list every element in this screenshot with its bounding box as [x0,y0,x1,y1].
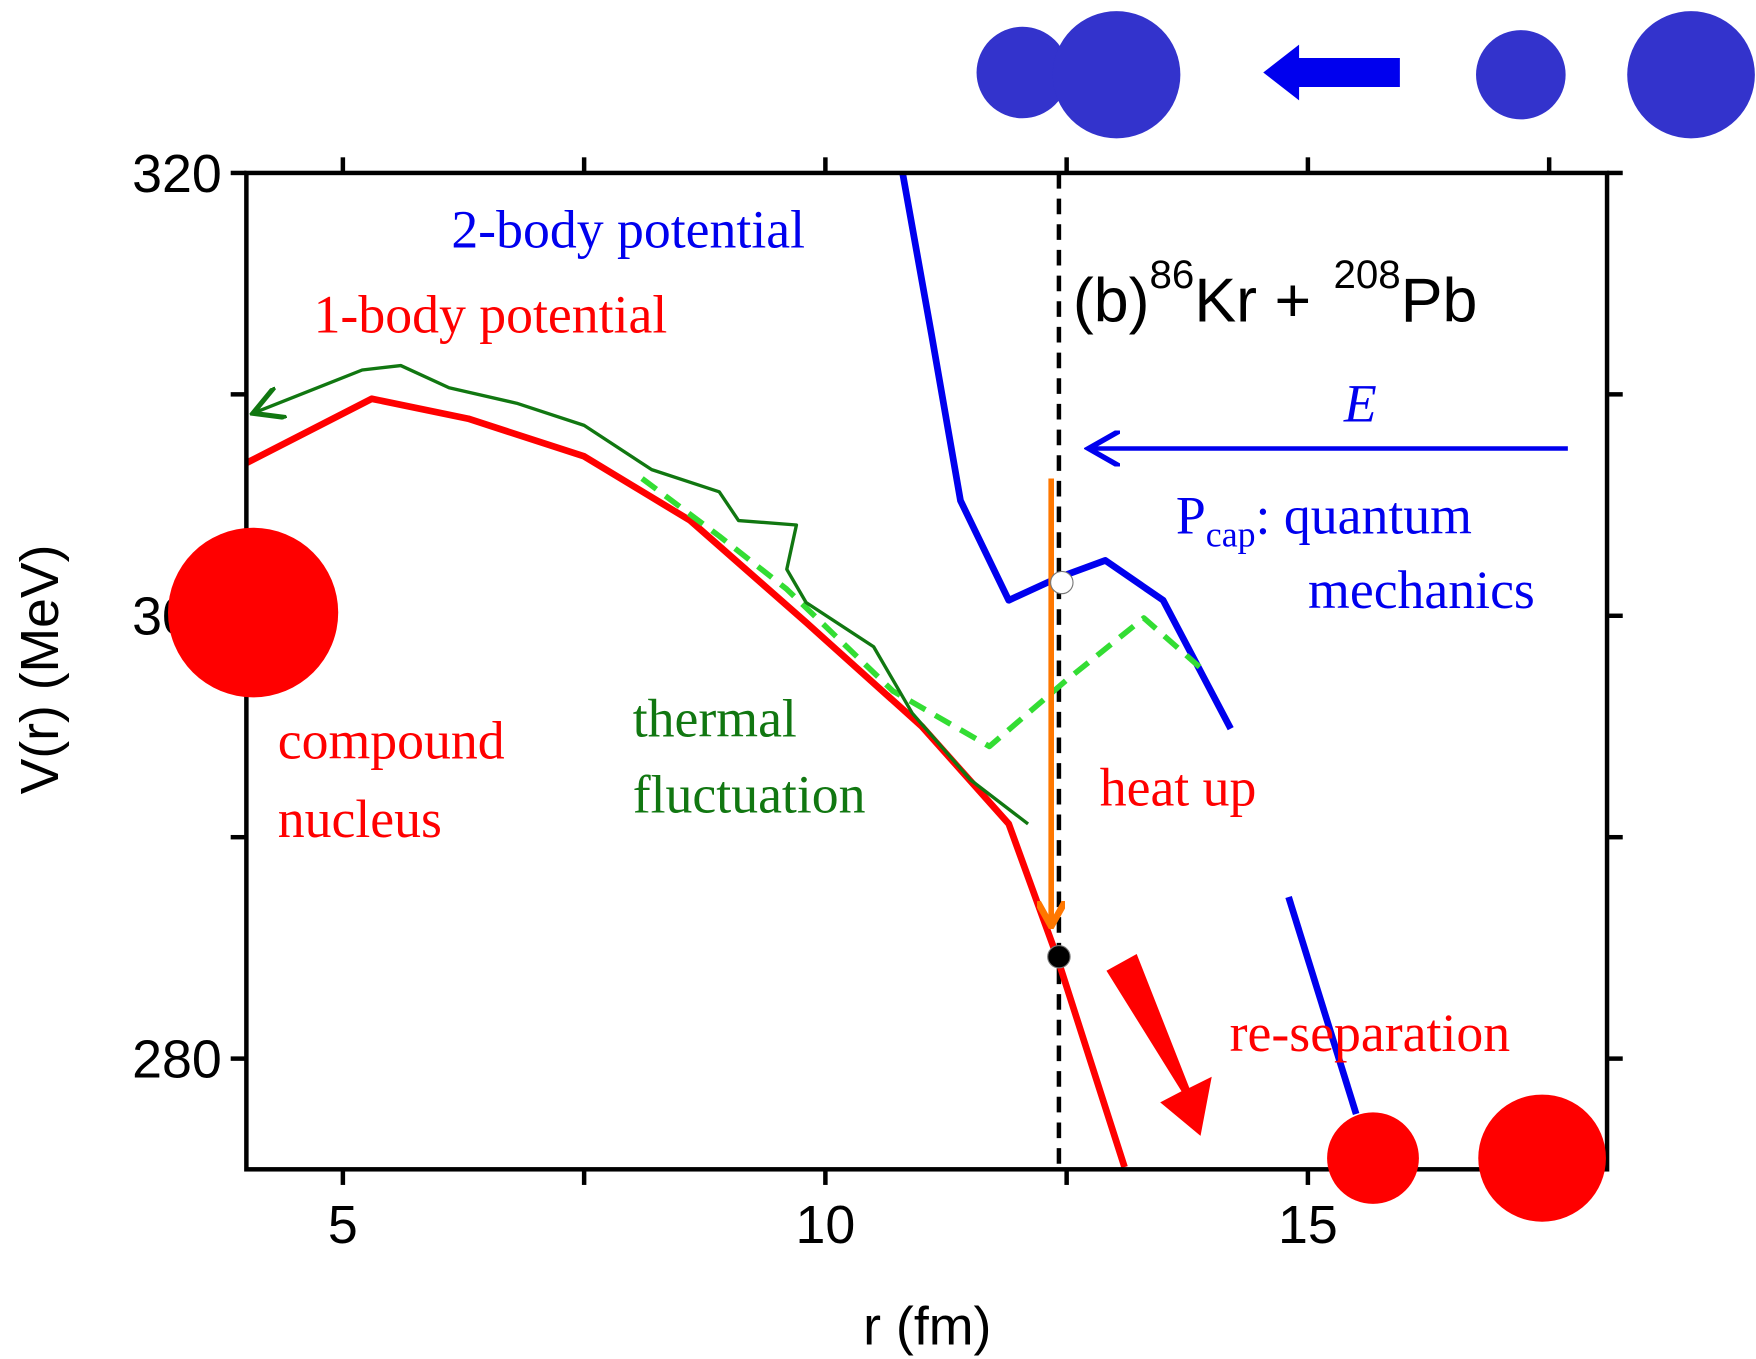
capture-label: Pcap: quantum [1176,485,1472,554]
nucleus-name: Kr + [1194,265,1311,335]
series-line [256,363,1030,826]
nucleus-icon [1627,11,1755,139]
nucleus-name: Pb [1401,265,1478,335]
series-label: 1-body potential [314,285,668,345]
y-tick-label: 280 [132,1030,222,1090]
x-tick-label: 15 [1278,1195,1338,1255]
annotation: compound [278,711,505,771]
point [1047,945,1071,969]
mass-number: 208 [1333,252,1400,297]
mass-number: 86 [1149,252,1194,297]
capture-label: mechanics [1308,560,1535,620]
nucleus-icon [1327,1112,1419,1204]
series-layer [246,172,1360,1170]
annotation: thermal [633,688,797,748]
nucleus-icon [167,527,339,698]
y-axis-label: V(r) (MeV) [10,545,70,795]
series-line [899,172,1234,731]
series-line [1285,895,1360,1115]
series-label: 2-body potential [451,200,805,260]
x-axis-label: r (fm) [863,1297,991,1357]
panel-label: (b) [1073,265,1150,335]
annotation: fluctuation [633,764,866,824]
approach-arrow [1263,44,1400,101]
series-line [246,395,1128,1169]
nucleus-icon [1476,30,1566,120]
panel-title: (b)86Kr + 208Pb [1073,252,1478,335]
energy-label: E [1343,374,1377,434]
separation-arrow [1106,953,1212,1136]
x-tick-label: 5 [328,1195,358,1255]
point [1050,570,1074,595]
series-line [640,476,1204,750]
capture-text: : quantum [1256,485,1472,545]
capture-p: P [1176,485,1206,545]
annotation: nucleus [278,789,442,849]
nucleus-icon [1052,11,1181,139]
nucleus-icon [976,26,1069,119]
annotation: heat up [1100,758,1257,818]
capture-sub: cap [1206,515,1256,555]
annotation: re-separation [1230,1003,1511,1063]
x-tick-label: 10 [795,1195,855,1255]
y-tick-label: 320 [132,144,222,204]
nucleus-icon [1478,1094,1606,1222]
